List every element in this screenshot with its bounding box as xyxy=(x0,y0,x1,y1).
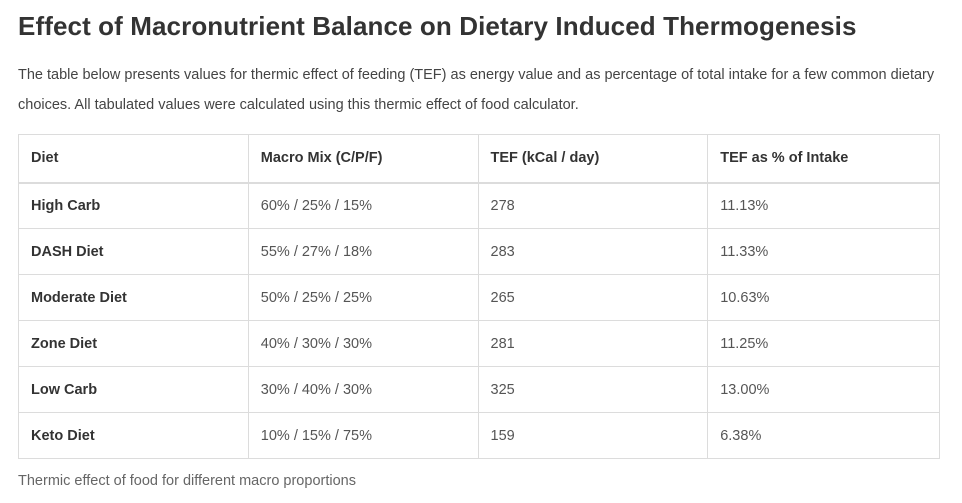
cell-diet: Zone Diet xyxy=(18,320,249,367)
cell-diet: Moderate Diet xyxy=(18,274,249,321)
cell-tef-kcal: 283 xyxy=(477,228,709,275)
intro-paragraph: The table below presents values for ther… xyxy=(18,60,938,120)
cell-tef-kcal: 278 xyxy=(477,182,709,229)
table-caption: Thermic effect of food for different mac… xyxy=(18,473,356,489)
cell-diet: DASH Diet xyxy=(18,228,249,275)
cell-macro-mix: 55% / 27% / 18% xyxy=(247,228,479,275)
intro-text: The table below presents values for ther… xyxy=(18,67,935,113)
cell-tef-percent: 11.13% xyxy=(707,182,940,229)
cell-diet: Low Carb xyxy=(18,366,249,413)
cell-diet: Keto Diet xyxy=(18,412,249,459)
header-tef-percent: TEF as % of Intake xyxy=(707,134,940,184)
cell-macro-mix: 40% / 30% / 30% xyxy=(247,320,479,367)
header-diet: Diet xyxy=(18,134,249,184)
calculator-link[interactable]: thermic effect of food calculator xyxy=(374,97,575,113)
table-row: Keto Diet 10% / 15% / 75% 159 6.38% xyxy=(18,412,940,459)
table-row: Zone Diet 40% / 30% / 30% 281 11.25% xyxy=(18,320,940,367)
cell-tef-percent: 11.33% xyxy=(707,228,940,275)
table-row: Low Carb 30% / 40% / 30% 325 13.00% xyxy=(18,366,940,413)
cell-macro-mix: 60% / 25% / 15% xyxy=(247,182,479,229)
cell-tef-percent: 13.00% xyxy=(707,366,940,413)
table-row: Moderate Diet 50% / 25% / 25% 265 10.63% xyxy=(18,274,940,321)
cell-tef-kcal: 265 xyxy=(477,274,709,321)
header-macro-mix: Macro Mix (C/P/F) xyxy=(247,134,479,184)
table-header-row: Diet Macro Mix (C/P/F) TEF (kCal / day) … xyxy=(18,134,940,184)
cell-tef-percent: 10.63% xyxy=(707,274,940,321)
cell-diet: High Carb xyxy=(18,182,249,229)
cell-tef-kcal: 325 xyxy=(477,366,709,413)
cell-tef-kcal: 281 xyxy=(477,320,709,367)
intro-text-end: . xyxy=(574,97,579,113)
cell-macro-mix: 10% / 15% / 75% xyxy=(247,412,479,459)
cell-tef-percent: 11.25% xyxy=(707,320,940,367)
table-row: DASH Diet 55% / 27% / 18% 283 11.33% xyxy=(18,228,940,275)
page-title: Effect of Macronutrient Balance on Dieta… xyxy=(18,11,857,41)
cell-macro-mix: 30% / 40% / 30% xyxy=(247,366,479,413)
cell-tef-kcal: 159 xyxy=(477,412,709,459)
table-row: High Carb 60% / 25% / 15% 278 11.13% xyxy=(18,182,940,229)
cell-macro-mix: 50% / 25% / 25% xyxy=(247,274,479,321)
tef-table: Diet Macro Mix (C/P/F) TEF (kCal / day) … xyxy=(18,134,940,459)
header-tef-kcal: TEF (kCal / day) xyxy=(477,134,709,184)
cell-tef-percent: 6.38% xyxy=(707,412,940,459)
